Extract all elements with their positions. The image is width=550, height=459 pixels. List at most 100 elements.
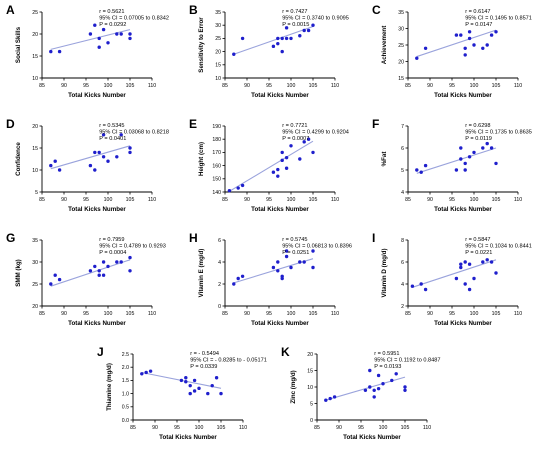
data-point (423, 287, 428, 292)
data-point (454, 168, 459, 172)
x-tick-label: 105 (309, 197, 318, 203)
x-tick-label: 85 (39, 197, 45, 203)
data-point (219, 391, 223, 396)
y-tick-label: 160 (212, 163, 221, 169)
stat-line: 95% CI = 0.06813 to 0.8396 (282, 244, 352, 250)
x-tick-label: 110 (423, 425, 431, 431)
y-tick-label: 10 (215, 76, 221, 82)
data-point (485, 141, 489, 146)
data-point (240, 183, 245, 188)
x-tick-label: 100 (379, 425, 388, 431)
x-tick-label: 110 (514, 311, 522, 317)
data-point (489, 33, 494, 37)
data-point (106, 264, 110, 269)
data-point (280, 276, 284, 281)
x-axis-label: Total Kicks Number (251, 92, 309, 99)
x-tick-label: 110 (514, 197, 522, 203)
x-tick-label: 100 (470, 197, 479, 203)
x-tick-label: 85 (222, 197, 228, 203)
x-tick-label: 105 (401, 425, 410, 431)
panel-d: D 85 90 95 100 105 110 5 10 15 20 Total Kicks Numbe… (6, 117, 169, 213)
data-point (210, 383, 214, 388)
data-point (97, 36, 101, 41)
x-tick-label: 95 (358, 425, 364, 431)
data-point (128, 150, 132, 155)
y-axis-label: Vitamin E (mg/d) (198, 249, 205, 298)
data-point (148, 369, 153, 373)
y-tick-label: 6 (401, 146, 404, 152)
stat-line: r = 0.7427 (282, 9, 307, 15)
data-point (472, 43, 476, 47)
y-axis-label: Achievement (381, 26, 388, 65)
panel-i: I 85 90 95 100 105 110 2 4 6 8 Total Kicks Number Vi… (372, 231, 532, 327)
data-point (284, 155, 289, 160)
data-point (227, 188, 232, 193)
x-tick-label: 90 (61, 197, 67, 203)
stat-line: P = 0.0007 (282, 136, 309, 142)
x-tick-label: 85 (39, 83, 45, 89)
y-tick-label: 1.5 (122, 378, 129, 384)
x-tick-label: 100 (104, 311, 113, 317)
x-tick-label: 105 (492, 311, 501, 317)
data-point (459, 33, 463, 37)
x-axis-label: Total Kicks Number (68, 92, 126, 99)
trend-line (412, 259, 497, 288)
y-tick-label: 5 (35, 190, 38, 196)
data-point (93, 23, 97, 27)
data-point (481, 46, 485, 50)
x-tick-label: 85 (314, 425, 320, 431)
stat-line: r = 0.5847 (465, 237, 490, 243)
data-point (88, 163, 93, 168)
stat-line: 95% CI = 0.1034 to 0.8441 (465, 244, 532, 250)
data-point (302, 260, 306, 264)
stat-line: 95% CI = 0.4789 to 0.9293 (99, 244, 166, 250)
y-tick-label: 2 (401, 304, 404, 310)
x-tick-label: 90 (427, 311, 433, 317)
data-point (115, 32, 119, 36)
data-point (472, 150, 476, 155)
data-point (459, 265, 463, 270)
data-point (423, 163, 428, 168)
stat-line: 95% CI = 0.4299 to 0.9204 (282, 130, 349, 136)
y-tick-label: 0 (218, 304, 221, 310)
data-point (419, 282, 423, 286)
x-axis-label: Total Kicks Number (159, 434, 217, 441)
trend-line (50, 259, 131, 287)
data-point (115, 155, 119, 159)
y-tick-label: 10 (32, 168, 38, 174)
data-point (93, 264, 97, 269)
stat-line: r = 0.5345 (99, 123, 124, 129)
x-tick-label: 95 (449, 83, 455, 89)
y-tick-label: 4 (401, 190, 404, 196)
y-tick-label: 30 (398, 26, 404, 32)
y-tick-label: 10 (307, 385, 313, 391)
panel-label: I (372, 231, 375, 245)
x-tick-label: 100 (470, 311, 479, 317)
data-point (101, 273, 106, 277)
data-point (467, 155, 472, 159)
y-tick-label: 10 (32, 76, 38, 82)
y-tick-label: 6 (218, 238, 221, 244)
y-tick-label: 15 (32, 146, 38, 152)
y-tick-label: 2 (218, 282, 221, 288)
data-point (368, 385, 372, 389)
y-tick-label: 0 (310, 418, 313, 424)
x-axis-label: Total Kicks Number (343, 434, 401, 441)
x-tick-label: 85 (405, 197, 411, 203)
data-point (410, 284, 415, 288)
data-point (280, 150, 284, 155)
y-tick-label: 170 (212, 150, 221, 156)
x-tick-label: 110 (148, 83, 156, 89)
data-point (494, 271, 498, 275)
data-point (49, 282, 53, 286)
stat-line: 95% CI = 0.1192 to 0.8487 (374, 358, 440, 364)
stat-line: P = 0.0401 (99, 136, 126, 142)
stat-line: P = 0.0221 (465, 250, 492, 256)
trend-line (233, 26, 314, 55)
x-tick-label: 110 (331, 83, 339, 89)
data-point (324, 398, 328, 402)
data-point (328, 396, 332, 401)
x-tick-label: 110 (331, 311, 339, 317)
stat-line: r = 0.5951 (374, 351, 399, 357)
